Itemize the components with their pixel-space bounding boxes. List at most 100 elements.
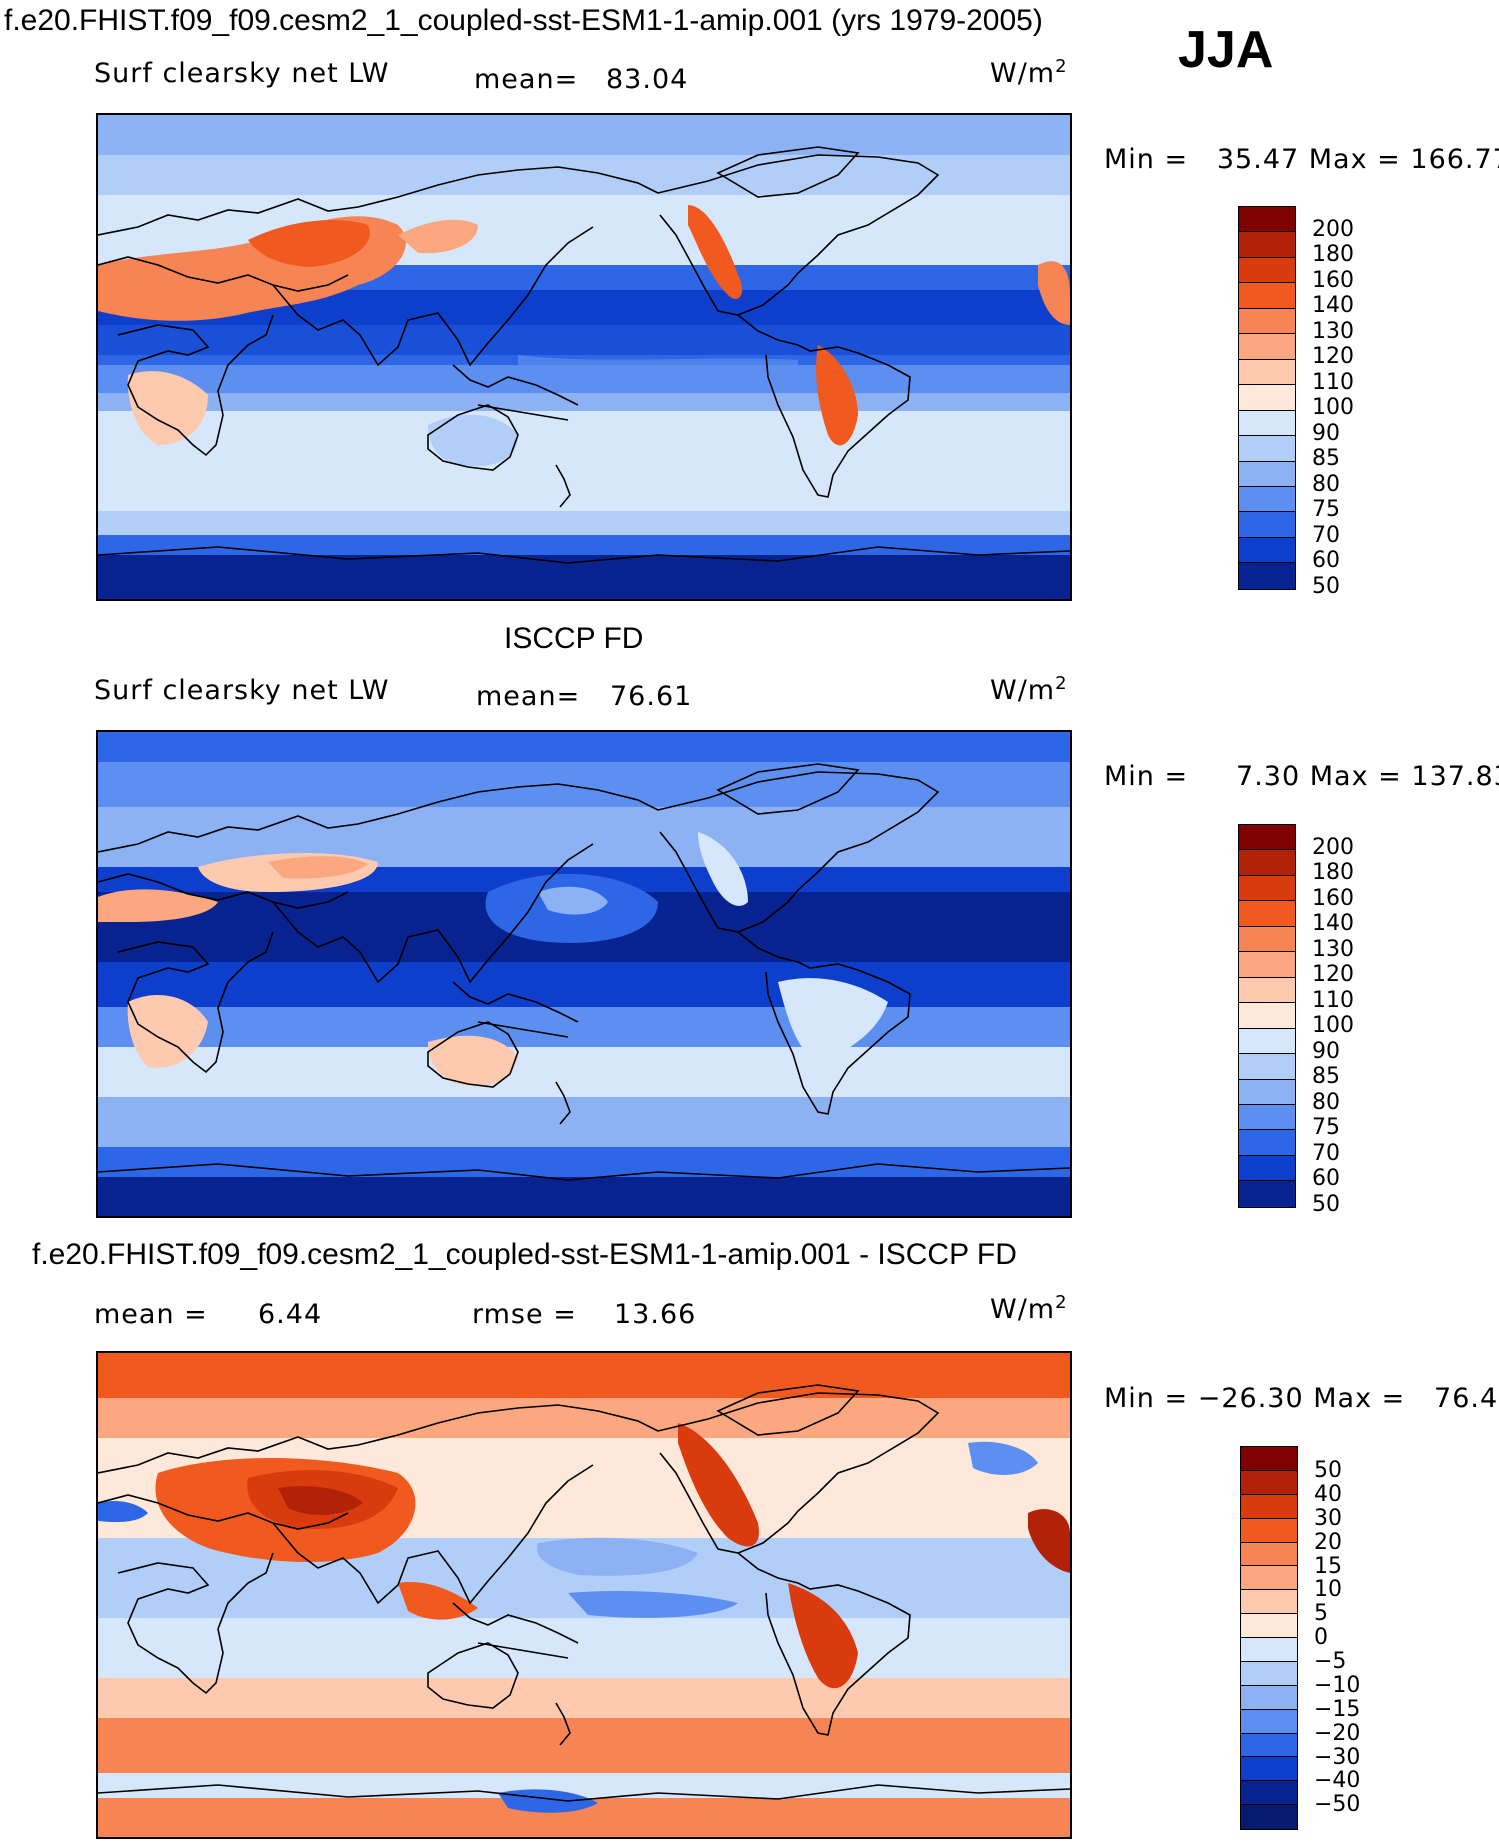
colorbar-tick-label: 110: [1312, 369, 1354, 395]
coastlines: [98, 763, 1070, 1181]
panel2-title: ISCCP FD: [504, 622, 644, 655]
field-contour: [428, 414, 518, 467]
colorbar-swatch: [1239, 1054, 1295, 1080]
panel2-colorbar: [1238, 824, 1296, 1208]
panel3-units: W/m2: [990, 1292, 1068, 1325]
field-contour: [778, 978, 888, 1062]
colorbar-tick-label: 15: [1314, 1553, 1342, 1579]
colorbar-tick-label: −15: [1314, 1696, 1361, 1722]
colorbar-tick-label: −10: [1314, 1672, 1361, 1698]
coastlines: [98, 146, 1070, 564]
panel2-mean-label: mean=: [476, 681, 581, 712]
coastline: [716, 1384, 860, 1436]
coastline: [272, 843, 594, 984]
main-title: f.e20.FHIST.f09_f09.cesm2_1_coupled-sst-…: [4, 4, 1043, 37]
colorbar-tick-label: 0: [1314, 1625, 1328, 1651]
field-band: [98, 1678, 1070, 1718]
colorbar-swatch: [1239, 283, 1295, 309]
colorbar-swatch: [1239, 461, 1295, 487]
colorbar-tick-label: 30: [1314, 1505, 1342, 1531]
coastline: [98, 166, 659, 236]
panel1-colorbar: [1238, 206, 1296, 590]
field-band: [98, 1007, 1070, 1047]
coastline: [98, 783, 659, 853]
colorbar-swatch: [1241, 1494, 1297, 1519]
coastline: [98, 546, 1070, 564]
panel1-mean-value: 83.04: [606, 64, 689, 95]
panel2-variable: Surf clearsky net LW: [94, 675, 390, 706]
colorbar-swatch: [1239, 486, 1295, 513]
panel2-units: W/m2: [990, 673, 1068, 706]
field-band: [98, 762, 1070, 807]
field-contour: [398, 1582, 478, 1620]
colorbar-tick-label: 100: [1312, 1013, 1354, 1039]
colorbar-tick-label: 130: [1312, 318, 1354, 344]
colorbar-tick-label: 10: [1314, 1577, 1342, 1603]
coastline: [657, 771, 940, 933]
coastline: [117, 1552, 274, 1695]
panel1-mean-label: mean=: [474, 64, 579, 95]
colorbar-tick-label: 90: [1312, 420, 1340, 446]
colorbar-swatch: [1239, 825, 1295, 851]
field-contour: [127, 371, 208, 445]
panel2-map: [96, 730, 1072, 1218]
field-band: [98, 393, 1070, 411]
colorbar-tick-label: 140: [1312, 293, 1354, 319]
colorbar-swatch: [1239, 1028, 1295, 1055]
field-contour: [98, 889, 218, 922]
colorbar-tick-label: 70: [1312, 1140, 1340, 1166]
field-band: [98, 1398, 1070, 1438]
field-band: [98, 1353, 1070, 1398]
colorbar-swatch: [1239, 359, 1295, 386]
field-contour: [398, 219, 478, 254]
panel1-map: [96, 113, 1072, 601]
panel1-minmax: Min = 35.47 Max = 166.77: [1104, 144, 1499, 175]
coastline: [98, 873, 349, 909]
panel2-minmax: Min = 7.30 Max = 137.83: [1104, 761, 1499, 792]
colorbar-swatch: [1239, 334, 1295, 360]
field-contour: [568, 1591, 738, 1618]
colorbar-swatch: [1241, 1685, 1297, 1710]
coastline: [272, 226, 594, 367]
coastline: [452, 1602, 579, 1644]
colorbar-swatch: [1239, 207, 1295, 233]
colorbar-swatch: [1241, 1518, 1297, 1543]
panel3-rmse-label: rmse =: [472, 1299, 577, 1330]
colorbar-tick-label: 85: [1312, 1064, 1340, 1090]
colorbar-swatch: [1239, 1130, 1295, 1156]
coastline: [737, 931, 911, 1115]
colorbar-swatch: [1239, 977, 1295, 1004]
field-contour: [678, 1423, 759, 1547]
field-contour: [538, 886, 608, 915]
panel3-minmax: Min = −26.30 Max = 76.43: [1104, 1383, 1499, 1414]
colorbar-swatch: [1241, 1447, 1297, 1471]
field-contour: [127, 994, 208, 1068]
colorbar-swatch: [1239, 436, 1295, 462]
field-band: [98, 1773, 1070, 1798]
coastline: [555, 464, 571, 508]
panel3-mean-value: 6.44: [258, 1299, 323, 1330]
season-label: JJA: [1178, 21, 1274, 79]
coastline: [98, 1404, 659, 1474]
colorbar-tick-label: 85: [1312, 446, 1340, 472]
colorbar-swatch: [1239, 512, 1295, 538]
colorbar-tick-label: 5: [1314, 1601, 1328, 1627]
field-band: [98, 1177, 1070, 1216]
panel3-title: f.e20.FHIST.f09_f09.cesm2_1_coupled-sst-…: [32, 1238, 1017, 1271]
colorbar-swatch: [1241, 1757, 1297, 1782]
coastline: [427, 404, 519, 471]
field-band: [98, 115, 1070, 155]
colorbar-tick-label: 50: [1314, 1458, 1342, 1483]
colorbar-tick-label: 60: [1312, 1166, 1340, 1192]
colorbar-tick-label: 100: [1312, 395, 1354, 421]
colorbar-tick-label: −5: [1314, 1649, 1347, 1674]
colorbar-swatch: [1239, 1079, 1295, 1105]
colorbar-tick-label: 140: [1312, 911, 1354, 937]
colorbar-tick-label: 50: [1312, 1191, 1340, 1217]
colorbar-swatch: [1239, 1104, 1295, 1131]
colorbar-swatch: [1241, 1470, 1297, 1495]
colorbar-tick-label: −50: [1314, 1792, 1361, 1818]
coastline: [427, 1021, 519, 1088]
colorbar-tick-label: 80: [1312, 1089, 1340, 1115]
colorbar-swatch: [1241, 1590, 1297, 1615]
